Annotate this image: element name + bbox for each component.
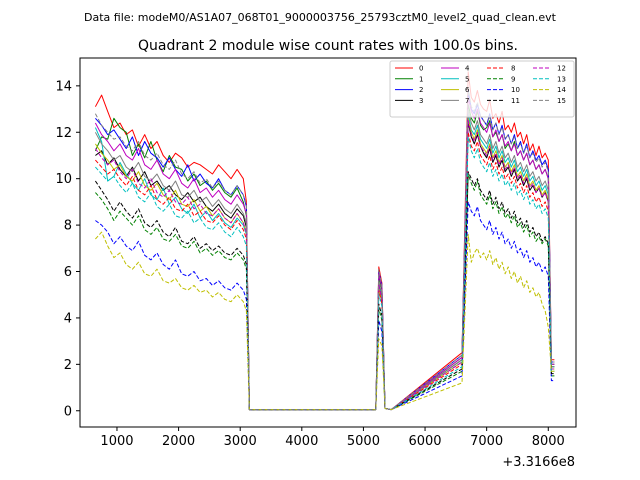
- y-tick-label: 0: [64, 404, 72, 419]
- x-tick-label: 3000: [224, 434, 257, 449]
- series-line-14: [95, 231, 555, 411]
- chart-suptitle: Data file: modeM0/AS1A07_068T01_90000037…: [84, 11, 557, 24]
- series-line-0: [94, 71, 555, 411]
- legend-label-14: 14: [557, 86, 566, 94]
- legend-label-2: 2: [419, 86, 423, 94]
- legend-label-0: 0: [419, 65, 423, 73]
- series-line-13: [95, 136, 555, 411]
- x-tick-label: 2000: [162, 434, 195, 449]
- series-line-5: [94, 113, 555, 411]
- x-tick-label: 1000: [100, 434, 133, 449]
- y-tick-label: 12: [55, 126, 72, 141]
- legend-label-13: 13: [557, 75, 566, 83]
- plot-frame: [79, 57, 577, 428]
- y-tick-label: 8: [64, 219, 72, 234]
- legend-label-9: 9: [511, 75, 515, 83]
- y-tick-label: 10: [55, 172, 72, 187]
- legend-label-4: 4: [465, 65, 470, 73]
- series-line-2: [95, 90, 555, 411]
- series-line-10: [95, 201, 555, 411]
- x-tick-label: 5000: [347, 434, 380, 449]
- x-tick-label: 4000: [285, 434, 318, 449]
- y-tick-label: 4: [64, 311, 72, 326]
- series-line-6: [94, 117, 555, 411]
- x-tick-label: 7000: [470, 434, 503, 449]
- legend-label-10: 10: [511, 86, 520, 94]
- y-tick-label: 14: [55, 79, 72, 94]
- series-group: [94, 71, 555, 411]
- legend-label-6: 6: [465, 86, 470, 94]
- legend-label-15: 15: [557, 97, 566, 105]
- legend-label-1: 1: [419, 75, 423, 83]
- legend-label-5: 5: [465, 75, 469, 83]
- series-line-15: [94, 87, 555, 411]
- legend-label-8: 8: [511, 65, 515, 73]
- y-tick-label: 6: [64, 265, 72, 280]
- legend-label-11: 11: [511, 97, 520, 105]
- series-line-11: [94, 171, 555, 411]
- legend-label-3: 3: [419, 97, 423, 105]
- series-line-9: [95, 173, 555, 411]
- legend-label-7: 7: [465, 97, 469, 105]
- plot-axes: 1000 2000 3000 4000 5000 6000 7000 8000 0 2 4 6 8 10 1…: [55, 79, 564, 449]
- series-line-4: [94, 97, 555, 411]
- legend-frame: [389, 60, 575, 118]
- legend-label-12: 12: [557, 65, 566, 73]
- x-tick-label: 8000: [532, 434, 565, 449]
- series-line-8: [95, 131, 555, 411]
- y-tick-label: 2: [64, 358, 72, 373]
- x-offset-label: +3.3166e8: [502, 455, 575, 470]
- x-tick-label: 6000: [408, 434, 441, 449]
- chart-title: Quadrant 2 module wise count rates with …: [138, 38, 518, 54]
